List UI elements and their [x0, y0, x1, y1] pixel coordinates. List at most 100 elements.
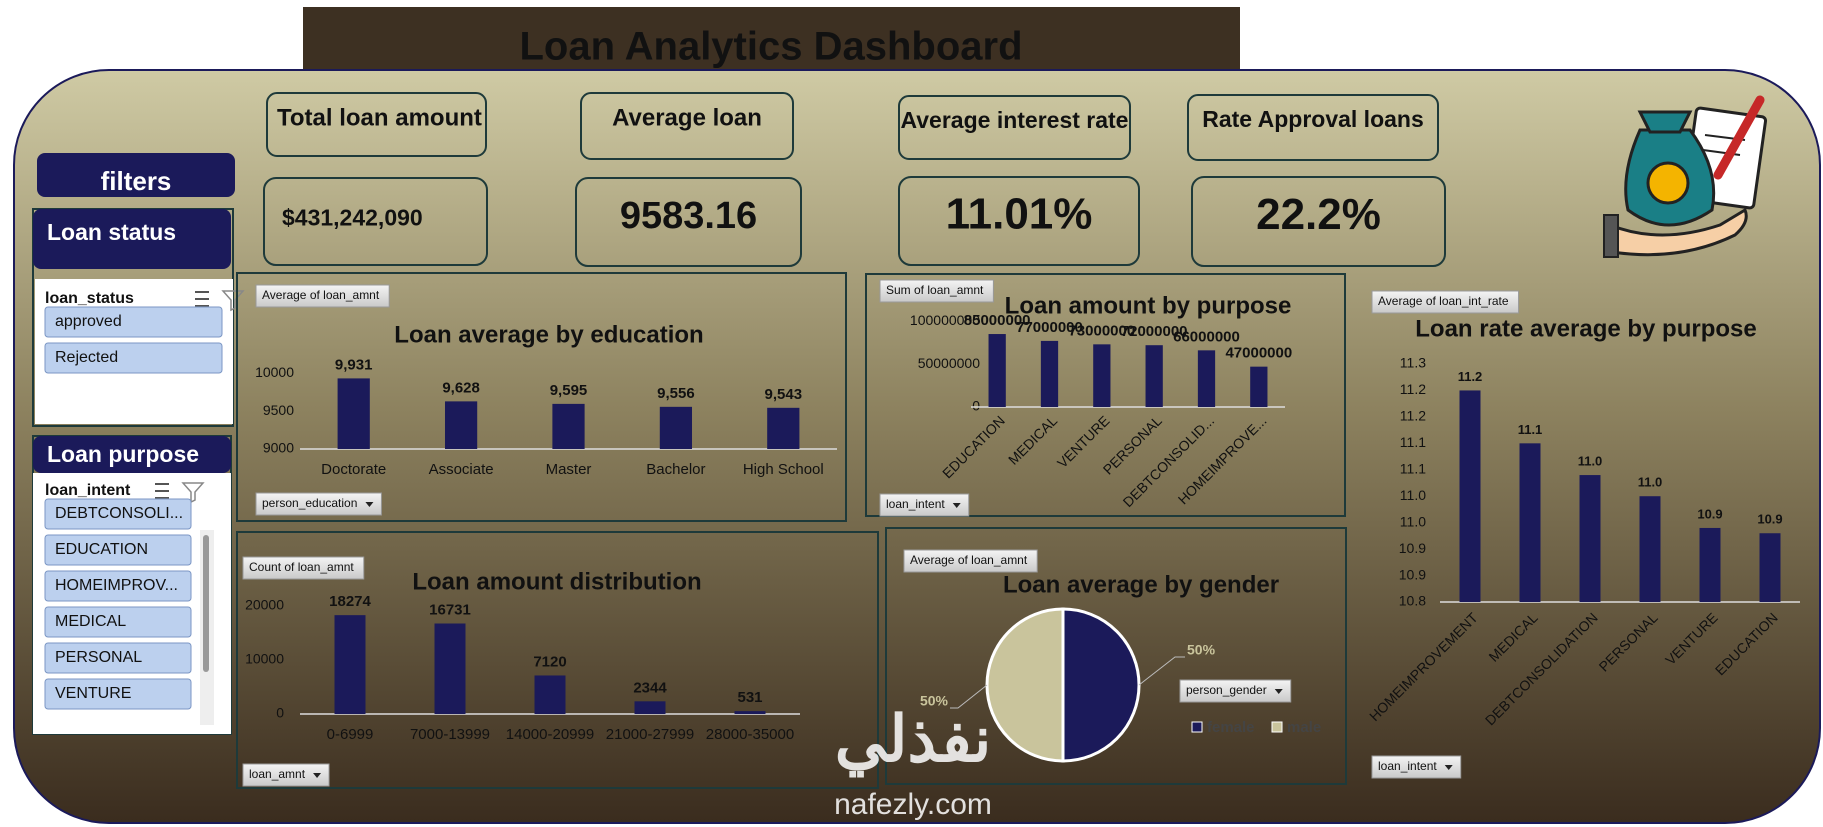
field-button[interactable]: [879, 279, 994, 303]
slicer-item[interactable]: [44, 534, 192, 566]
y-tick-label: 11.0: [1400, 513, 1426, 529]
chart-frame: [236, 272, 847, 522]
bar: [1519, 443, 1541, 602]
kpi-label: Average loan: [612, 104, 762, 131]
chart-frame: [885, 527, 1347, 785]
slicer-title: Loan status: [47, 219, 176, 245]
slicer-item[interactable]: [44, 306, 223, 338]
bar: [634, 701, 666, 714]
y-tick-label: 10.9: [1399, 540, 1426, 556]
data-label: 11.0: [1638, 475, 1663, 490]
x-tick-label: 14000-20999: [506, 726, 594, 743]
pie-label: 50%: [1187, 642, 1216, 658]
field-button[interactable]: [242, 556, 365, 580]
kpi-label: Average interest rate: [901, 107, 1129, 133]
kpi-value: 9583.16: [620, 195, 757, 237]
axis-filter-label: loan_intent: [886, 497, 945, 511]
data-label: 9,543: [765, 386, 803, 403]
x-tick-label: High School: [743, 461, 824, 478]
data-label: 9,931: [335, 356, 373, 373]
legend-label: male: [1287, 719, 1321, 736]
x-tick-label: 21000-27999: [606, 726, 694, 743]
kpi-value-box: [1191, 176, 1446, 267]
data-label: 2344: [633, 679, 667, 696]
kpi-label: Total loan amount: [277, 104, 482, 131]
slicer-item-label: VENTURE: [55, 685, 131, 702]
field-button[interactable]: [255, 284, 390, 308]
slicer-item[interactable]: [44, 678, 192, 710]
clear-filter-icon[interactable]: [181, 482, 205, 504]
y-tick-label: 11.1: [1400, 434, 1426, 450]
multi-select-icon[interactable]: [155, 483, 169, 499]
pie-slice: [985, 607, 1065, 763]
legend-swatch: [1271, 721, 1283, 733]
x-tick-label: 0-6999: [327, 726, 374, 743]
chart-title: Loan amount distribution: [412, 568, 701, 595]
slicer-item-label: MEDICAL: [55, 613, 126, 630]
dropdown-arrow[interactable]: [365, 502, 374, 507]
slicer-title: Loan purpose: [47, 441, 199, 467]
data-label: 77000000: [1016, 319, 1083, 336]
kpi-value-box: [898, 176, 1140, 266]
bar: [1699, 527, 1721, 602]
field-button-label: Average of loan_amnt: [910, 553, 1028, 567]
chart-title: Loan rate average by purpose: [1415, 315, 1756, 342]
scroll-thumb[interactable]: [203, 535, 209, 672]
data-label: 11.0: [1578, 454, 1603, 469]
slicer-item[interactable]: [44, 642, 192, 674]
axis-filter-button[interactable]: [255, 492, 382, 516]
x-tick-label: 7000-13999: [410, 726, 490, 743]
bar: [1145, 345, 1163, 407]
clear-filter-icon[interactable]: [221, 290, 245, 312]
dropdown-arrow[interactable]: [1274, 689, 1283, 694]
bar: [534, 675, 566, 714]
filters-title: filters: [101, 166, 172, 196]
slicer-item-label: PERSONAL: [55, 649, 142, 666]
data-label: 18274: [329, 593, 371, 610]
leader-line: [1138, 656, 1185, 686]
slicer-item[interactable]: [44, 498, 192, 530]
field-button[interactable]: [903, 549, 1038, 573]
data-label: 7120: [533, 653, 566, 670]
field-button-label: Count of loan_amnt: [249, 560, 354, 574]
slicer-item[interactable]: [44, 606, 192, 638]
slicer-item-label: EDUCATION: [55, 541, 148, 558]
y-tick-label: 10000: [255, 364, 294, 380]
field-button-label: Average of loan_amnt: [262, 288, 380, 302]
slicer-item[interactable]: [44, 342, 223, 374]
kpi-label: Rate Approval loans: [1202, 106, 1424, 132]
axis-filter-button[interactable]: [242, 763, 330, 787]
watermark-site: nafezly.com: [834, 788, 992, 821]
slicer-title-box: [33, 209, 231, 269]
data-label: 10.9: [1757, 512, 1782, 527]
dashboard-title: Loan Analytics Dashboard: [519, 25, 1022, 69]
legend-swatch: [1191, 721, 1203, 733]
data-label: 531: [737, 689, 762, 706]
pie-label: 50%: [920, 693, 949, 709]
axis-filter-label: person_gender: [1186, 683, 1267, 697]
bar: [1579, 475, 1601, 602]
multi-select-icon[interactable]: [195, 291, 209, 307]
slicer-item-label: Rejected: [55, 349, 118, 366]
y-tick-label: 100000000: [910, 312, 980, 328]
dropdown-arrow[interactable]: [1444, 765, 1453, 770]
slicer-item[interactable]: [44, 570, 192, 602]
bar: [1459, 390, 1481, 602]
y-tick-label: 0: [972, 398, 980, 414]
data-label: 11.1: [1518, 422, 1543, 437]
data-label: 47000000: [1225, 345, 1292, 362]
dropdown-arrow[interactable]: [952, 503, 961, 508]
dropdown-arrow[interactable]: [313, 773, 322, 778]
legend-label: female: [1207, 719, 1255, 736]
axis-filter-button[interactable]: [879, 493, 970, 517]
chart-title: Loan average by gender: [1003, 571, 1279, 598]
axis-filter-button[interactable]: [1371, 755, 1462, 779]
field-button[interactable]: [1371, 290, 1520, 314]
slicer-field: loan_status: [45, 290, 134, 307]
kpi-value-box: [263, 177, 488, 266]
x-tick-label: Doctorate: [321, 461, 386, 478]
axis-filter-button[interactable]: [1179, 679, 1292, 703]
data-label: 9,556: [657, 385, 695, 402]
chart-title: Loan average by education: [394, 321, 703, 348]
